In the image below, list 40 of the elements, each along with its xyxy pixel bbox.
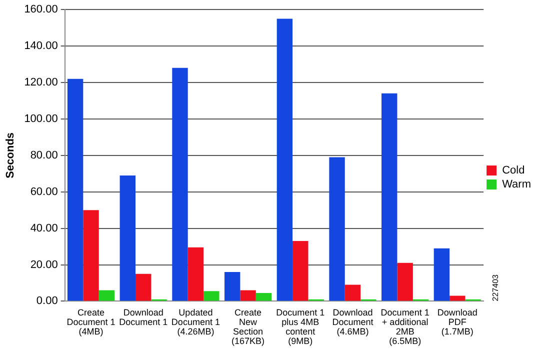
bar [224,272,240,301]
y-tick-label: 20.00 [30,258,58,271]
y-tick-label: 80.00 [30,149,58,162]
bar [397,262,413,301]
bar [240,290,256,301]
bar [67,78,84,301]
bar [434,248,450,301]
bar [292,241,308,301]
y-tick-label: 100.00 [24,112,58,125]
x-tick-label: Document 1 plus 4MB content (9MB) [276,307,325,346]
text: 227403 [490,274,500,302]
bar [329,157,345,301]
y-axis-title: Seconds [4,132,17,178]
x-tick-label: Download Document (4.6MB) [332,307,374,336]
bar [450,296,466,301]
bar [382,93,398,301]
bar [172,68,188,301]
y-tick-label: 140.00 [24,40,58,52]
bar [120,175,136,301]
legend-label: Warm [502,178,532,191]
x-tick-label: Create New Section (167KB) [232,307,265,346]
bar [188,247,204,301]
bar [136,274,152,301]
y-tick-label: 160.00 [24,4,58,16]
bar [83,210,99,301]
x-tick-label: Download Document 1 [119,307,168,327]
y-tick-label: 0.00 [36,295,58,308]
x-tick-label: Updated Document 1 (4.26MB) [171,307,220,336]
y-tick-label: 40.00 [30,222,58,234]
bar [98,290,115,301]
bar [256,293,272,301]
bar [204,291,220,301]
x-tick-label: Create Document 1 (4MB) [66,307,116,336]
bar [344,284,361,301]
y-tick-label: 120.00 [24,76,58,89]
bar [276,18,293,301]
y-tick-label: 60.00 [30,186,58,198]
legend-label: Cold [502,164,525,177]
x-tick-label: Download PDF (1.7MB) [437,307,478,336]
x-tick-label: Document 1 + additional 2MB (6.5MB) [380,307,430,346]
